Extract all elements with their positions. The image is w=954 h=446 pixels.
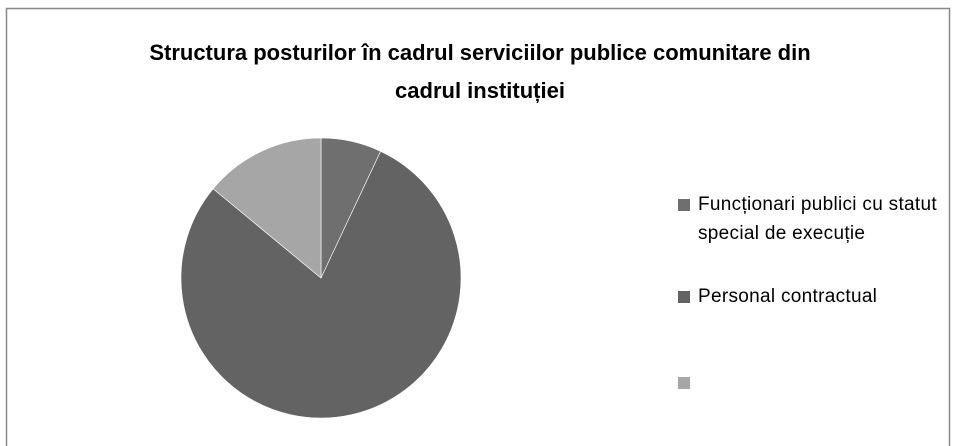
legend-swatch — [678, 199, 690, 211]
chart-title: Structura posturilor în cadrul serviciil… — [149, 40, 810, 65]
legend-entry: Personal contractual — [678, 282, 948, 311]
legend-label: Funcționari publici cu statut special de… — [698, 194, 937, 244]
legend-swatch — [678, 291, 690, 303]
legend-entry: Funcționari publici cu statut special de… — [678, 190, 948, 248]
legend-label: Personal contractual — [698, 286, 878, 307]
legend-swatch — [678, 377, 690, 389]
pie-slice — [180, 150, 462, 419]
chart-border — [5, 7, 951, 446]
chart-title: cadrul instituției — [395, 78, 565, 103]
pie-slice — [212, 137, 322, 279]
